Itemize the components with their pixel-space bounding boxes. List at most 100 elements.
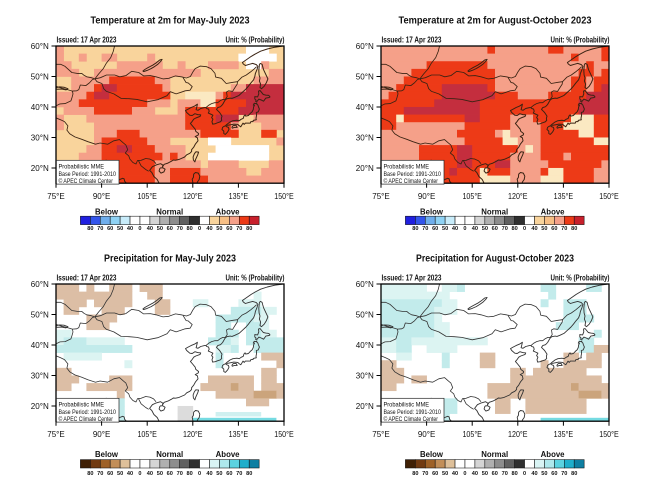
svg-text:50: 50 bbox=[157, 471, 163, 477]
svg-text:0: 0 bbox=[138, 226, 141, 232]
svg-text:50°N: 50°N bbox=[31, 310, 49, 320]
svg-text:Normal: Normal bbox=[481, 207, 508, 216]
svg-text:120°E: 120°E bbox=[508, 429, 528, 439]
svg-text:60: 60 bbox=[167, 226, 173, 232]
svg-text:Above: Above bbox=[216, 450, 240, 459]
svg-text:80: 80 bbox=[87, 471, 93, 477]
svg-text:70: 70 bbox=[177, 471, 183, 477]
svg-text:80: 80 bbox=[571, 471, 577, 477]
svg-text:50: 50 bbox=[442, 226, 448, 232]
svg-text:0: 0 bbox=[138, 471, 141, 477]
svg-text:20°N: 20°N bbox=[31, 163, 49, 173]
svg-text:80: 80 bbox=[246, 226, 252, 232]
svg-text:Below: Below bbox=[95, 207, 119, 216]
svg-text:Issued: 17 Apr 2023: Issued: 17 Apr 2023 bbox=[57, 273, 118, 282]
svg-text:120°E: 120°E bbox=[508, 191, 528, 201]
svg-text:60: 60 bbox=[107, 226, 113, 232]
svg-text:150°E: 150°E bbox=[274, 191, 294, 201]
svg-text:80: 80 bbox=[512, 226, 518, 232]
svg-text:105°E: 105°E bbox=[137, 429, 157, 439]
svg-text:© APEC Climate Center: © APEC Climate Center bbox=[59, 177, 114, 185]
svg-text:0: 0 bbox=[198, 226, 201, 232]
svg-text:40: 40 bbox=[452, 226, 458, 232]
svg-text:60: 60 bbox=[226, 471, 232, 477]
svg-text:Probabilistic MME: Probabilistic MME bbox=[59, 164, 105, 171]
svg-text:60: 60 bbox=[551, 226, 557, 232]
svg-text:Issued: 17 Apr 2023: Issued: 17 Apr 2023 bbox=[382, 35, 443, 44]
svg-text:Unit: % (Probability): Unit: % (Probability) bbox=[226, 35, 285, 44]
svg-text:40: 40 bbox=[127, 226, 133, 232]
svg-text:Normal: Normal bbox=[481, 450, 508, 459]
svg-text:Base Period: 1991-2010: Base Period: 1991-2010 bbox=[384, 171, 442, 178]
svg-text:75°E: 75°E bbox=[372, 191, 390, 201]
svg-text:50°N: 50°N bbox=[356, 310, 374, 320]
svg-text:90°E: 90°E bbox=[93, 429, 111, 439]
svg-text:40: 40 bbox=[206, 471, 212, 477]
svg-text:20°N: 20°N bbox=[356, 401, 374, 411]
svg-text:40: 40 bbox=[531, 226, 537, 232]
svg-text:Probabilistic MME: Probabilistic MME bbox=[59, 402, 105, 409]
svg-text:© APEC Climate Center: © APEC Climate Center bbox=[384, 415, 439, 423]
svg-text:60°N: 60°N bbox=[356, 41, 374, 51]
svg-text:50: 50 bbox=[482, 226, 488, 232]
svg-text:60: 60 bbox=[167, 471, 173, 477]
svg-text:105°E: 105°E bbox=[137, 191, 157, 201]
svg-text:80: 80 bbox=[412, 226, 418, 232]
svg-text:Above: Above bbox=[541, 207, 565, 216]
svg-text:75°E: 75°E bbox=[47, 191, 65, 201]
svg-text:40°N: 40°N bbox=[356, 102, 374, 112]
svg-text:Issued: 17 Apr 2023: Issued: 17 Apr 2023 bbox=[57, 35, 118, 44]
svg-text:70: 70 bbox=[561, 471, 567, 477]
svg-text:20°N: 20°N bbox=[31, 401, 49, 411]
svg-text:50: 50 bbox=[482, 471, 488, 477]
svg-text:135°E: 135°E bbox=[554, 429, 574, 439]
svg-text:Temperature at 2m for August-O: Temperature at 2m for August-October 202… bbox=[399, 16, 593, 27]
svg-text:40: 40 bbox=[147, 471, 153, 477]
svg-text:150°E: 150°E bbox=[274, 429, 294, 439]
svg-text:60: 60 bbox=[107, 471, 113, 477]
svg-text:Normal: Normal bbox=[156, 450, 183, 459]
svg-text:120°E: 120°E bbox=[183, 429, 203, 439]
svg-text:135°E: 135°E bbox=[554, 191, 574, 201]
svg-text:30°N: 30°N bbox=[356, 133, 374, 143]
svg-text:50: 50 bbox=[541, 226, 547, 232]
svg-text:0: 0 bbox=[523, 226, 526, 232]
svg-text:70: 70 bbox=[97, 226, 103, 232]
svg-text:40°N: 40°N bbox=[31, 102, 49, 112]
svg-text:Temperature at 2m for May-July: Temperature at 2m for May-July 2023 bbox=[91, 16, 250, 27]
svg-text:70: 70 bbox=[236, 226, 242, 232]
svg-text:60: 60 bbox=[492, 226, 498, 232]
svg-text:90°E: 90°E bbox=[93, 191, 111, 201]
svg-text:80: 80 bbox=[187, 226, 193, 232]
svg-text:Base Period: 1991-2010: Base Period: 1991-2010 bbox=[59, 171, 117, 178]
svg-text:90°E: 90°E bbox=[418, 191, 436, 201]
svg-text:150°E: 150°E bbox=[599, 191, 619, 201]
svg-text:70: 70 bbox=[422, 226, 428, 232]
svg-text:135°E: 135°E bbox=[229, 429, 249, 439]
svg-text:60°N: 60°N bbox=[31, 41, 49, 51]
svg-text:70: 70 bbox=[236, 471, 242, 477]
svg-text:70: 70 bbox=[502, 471, 508, 477]
svg-text:80: 80 bbox=[512, 471, 518, 477]
svg-text:Above: Above bbox=[216, 207, 240, 216]
svg-text:135°E: 135°E bbox=[229, 191, 249, 201]
svg-text:40: 40 bbox=[452, 471, 458, 477]
svg-text:Above: Above bbox=[541, 450, 565, 459]
svg-text:0: 0 bbox=[463, 471, 466, 477]
svg-text:Base Period: 1991-2010: Base Period: 1991-2010 bbox=[59, 409, 117, 416]
svg-text:30°N: 30°N bbox=[31, 133, 49, 143]
svg-text:105°E: 105°E bbox=[462, 191, 482, 201]
svg-text:60°N: 60°N bbox=[31, 279, 49, 289]
svg-text:40: 40 bbox=[127, 471, 133, 477]
svg-text:50: 50 bbox=[216, 226, 222, 232]
svg-text:Below: Below bbox=[420, 207, 444, 216]
svg-text:Precipitation for August-Octob: Precipitation for August-October 2023 bbox=[416, 254, 574, 265]
svg-text:Issued: 17 Apr 2023: Issued: 17 Apr 2023 bbox=[382, 273, 443, 282]
svg-text:60: 60 bbox=[492, 471, 498, 477]
svg-text:50°N: 50°N bbox=[31, 72, 49, 82]
svg-text:Probabilistic MME: Probabilistic MME bbox=[384, 164, 430, 171]
svg-text:60: 60 bbox=[432, 471, 438, 477]
svg-text:40: 40 bbox=[531, 471, 537, 477]
svg-text:70: 70 bbox=[422, 471, 428, 477]
svg-text:105°E: 105°E bbox=[462, 429, 482, 439]
